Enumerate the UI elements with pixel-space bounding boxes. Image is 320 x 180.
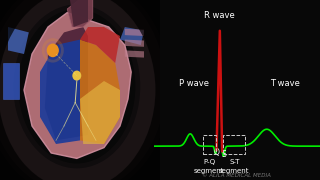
Polygon shape [120,27,144,45]
Text: P wave: P wave [179,79,209,88]
Text: S: S [222,150,227,159]
Polygon shape [80,81,120,144]
Polygon shape [3,63,19,99]
Text: segment: segment [194,168,224,174]
Polygon shape [40,40,80,144]
Polygon shape [80,40,120,144]
Polygon shape [24,13,131,158]
Text: segment: segment [219,168,250,174]
Text: R wave: R wave [204,11,235,20]
Circle shape [72,71,81,81]
Polygon shape [80,27,120,63]
Text: T wave: T wave [270,79,300,88]
Polygon shape [125,29,144,36]
Text: S-T: S-T [229,159,240,165]
Text: P-Q: P-Q [203,159,215,165]
Polygon shape [69,0,88,27]
Text: © ALILA MEDICAL MEDIA: © ALILA MEDICAL MEDIA [202,173,271,178]
Text: Q: Q [213,148,219,158]
Polygon shape [8,27,29,54]
Circle shape [47,44,59,57]
Polygon shape [67,0,93,27]
Polygon shape [125,40,144,47]
Polygon shape [125,50,144,58]
Polygon shape [45,27,88,140]
